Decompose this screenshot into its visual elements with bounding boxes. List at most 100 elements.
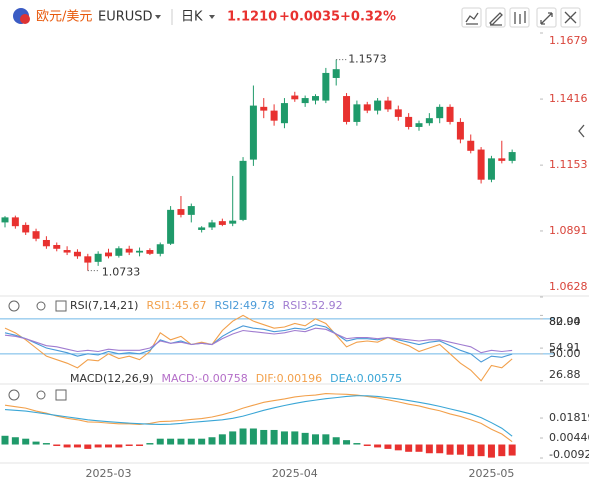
candle-body [125,248,133,253]
candle-body [291,95,299,100]
candle-body [353,104,361,122]
candle-body [198,227,206,230]
low-annotation: 1.0733 [102,266,141,279]
legend-name: MACD: [162,372,199,385]
candle-body [477,149,485,180]
candle-body [498,158,506,161]
macd-bar [42,443,50,445]
rsi-line [4,327,513,354]
candle-body [312,96,319,101]
instrument-name[interactable]: 欧元/美元 [36,10,92,25]
macd-line [4,393,513,443]
macd-bar [84,444,92,449]
macd-bar [312,434,319,445]
macd-bar [208,437,216,445]
close-icon[interactable] [564,11,577,24]
candle-body [105,252,112,257]
legend-name: DEA: [330,372,356,385]
macd-bar [456,444,464,455]
menu-icon[interactable] [55,300,67,312]
candle-body [53,245,61,249]
macd-bar [198,438,206,445]
tool-button[interactable] [509,7,530,28]
macd-bar [363,444,371,446]
macd-bar [384,444,392,449]
candle-body [1,217,9,223]
candle-body [94,253,102,262]
candle-body [22,224,30,233]
collapse-arrow[interactable] [578,124,585,138]
tool-button[interactable] [560,7,581,28]
macd-bar [22,438,30,445]
candle-body [32,231,40,239]
candle-body [156,244,164,254]
last-price: 1.1210 [227,10,277,25]
candle-body [301,98,309,104]
fullscreen-icon[interactable] [540,12,553,25]
rsi-line [4,314,513,382]
macd-bar [487,444,495,458]
tool-button[interactable] [461,7,482,28]
candle-body [363,104,371,111]
candle-body [456,121,464,140]
dropdown-caret[interactable] [209,15,215,19]
candle-body [177,209,185,215]
candle-body [436,106,444,119]
indicator-legend: RSI(7,14,21) RSI1:45.67 RSI2:49.78 RSI3:52.… [70,299,343,312]
legend-name: RSI1: [146,299,175,312]
dropdown-caret[interactable] [155,15,161,19]
macd-bar [73,444,81,448]
y-tick-label: 1.1416 [549,92,588,105]
candle-body [11,217,19,227]
legend-name: DIF: [256,372,277,385]
menu-icon[interactable] [55,389,67,401]
indicator-legend: MACD(12,26,9) MACD:-0.00758 DIF:0.00196 DEA… [70,372,402,385]
period[interactable]: 日K [181,10,203,25]
candle-body [249,105,257,160]
candle-body [42,239,50,247]
macd-bar [94,444,102,448]
hide-icon[interactable] [8,389,20,401]
candle-body [239,160,247,220]
y-tick-label: -0.00928 [549,448,589,461]
y-tick-label: 82.94 [549,315,581,328]
tool-button[interactable] [536,7,557,28]
settings-icon[interactable] [36,390,46,400]
candle-icon[interactable] [514,11,526,24]
indicator-icon[interactable] [465,12,479,25]
macd-bar [280,431,288,445]
symbol[interactable]: EURUSD [98,10,153,25]
candle-body [467,140,475,151]
hide-icon[interactable] [8,300,20,312]
macd-bar [146,443,154,445]
macd-bar [239,428,247,445]
candle-body [374,100,382,111]
macd-bar [508,444,516,456]
macd-bar [446,444,454,455]
candle-body [229,220,237,224]
macd-bar [1,435,9,445]
settings-icon[interactable] [36,301,46,311]
candle-body [415,123,423,127]
x-tick-label: 2025-04 [272,467,318,480]
candle-body [270,110,278,121]
indicator-title: MACD(12,26,9) [70,372,154,385]
macd-line [4,395,513,437]
y-tick-label: 26.88 [549,368,581,381]
draw-icon[interactable] [489,12,503,26]
y-tick-label: 50.00 [549,347,581,360]
candle-body [446,106,454,122]
macd-bar [63,444,71,448]
rsi-line [4,324,513,363]
macd-bar [332,437,340,445]
macd-bar [218,434,226,445]
macd-bar [187,438,195,445]
y-tick-label: 1.1679 [549,34,588,47]
macd-bar [136,444,144,446]
macd-bar [270,429,278,445]
macd-bar [467,444,475,457]
candle-body [332,69,340,78]
tool-button[interactable] [485,7,506,28]
y-tick-label: 1.0628 [549,280,588,293]
candle-body [280,103,288,124]
